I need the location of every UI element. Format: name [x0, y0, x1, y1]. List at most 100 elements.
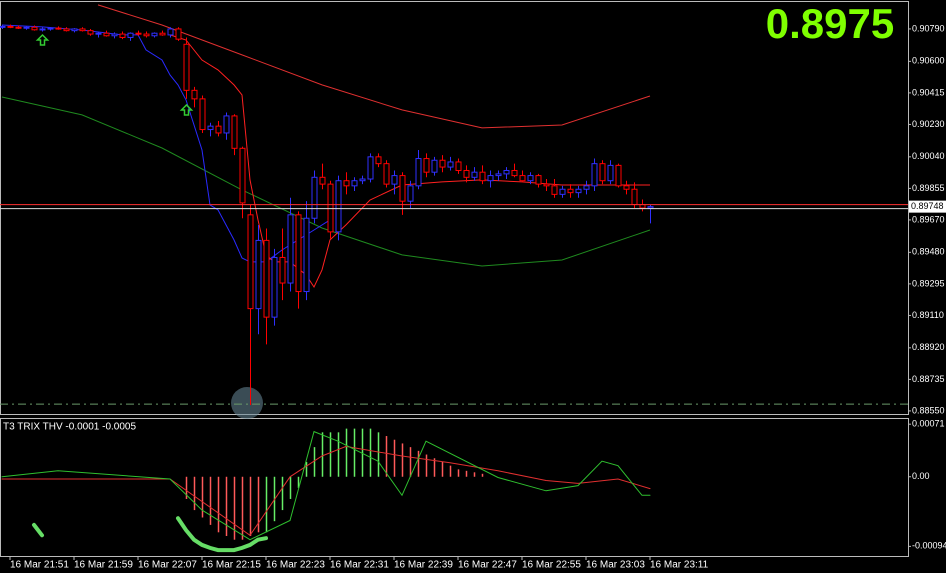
indicator-line: [1, 430, 651, 541]
candle-body: [263, 239, 270, 318]
x-tick-label: 16 Mar 22:23: [266, 560, 325, 571]
candle-body: [559, 188, 566, 195]
indicator-line: [1, 445, 651, 537]
last-price-label: 0.89748: [911, 201, 944, 211]
candle-body: [415, 158, 422, 187]
x-tick-label: 16 Mar 22:31: [330, 560, 389, 571]
candle-body: [55, 27, 62, 30]
candle-body: [279, 256, 286, 284]
candle-body: [23, 26, 30, 29]
candle-body: [471, 171, 478, 178]
candle-body: [287, 214, 294, 284]
candle-body: [0, 25, 6, 28]
candle-body: [511, 169, 518, 177]
y-tick-label: 0.89855: [912, 183, 945, 193]
candle-body: [175, 28, 182, 40]
indicator-line: [97, 4, 651, 129]
candle-body: [551, 185, 558, 195]
candle-body: [223, 115, 230, 134]
x-tick-label: 16 Mar 22:15: [202, 560, 261, 571]
x-tick-label: 16 Mar 23:03: [586, 560, 645, 571]
candle-body: [351, 180, 358, 187]
candle-body: [527, 175, 534, 182]
y-tick-label: 0.90415: [912, 87, 945, 97]
candle-body: [487, 175, 494, 182]
candle-body: [375, 156, 382, 165]
candle-body: [79, 28, 86, 32]
candle-body: [583, 185, 590, 190]
candle-body: [407, 185, 414, 202]
candle-body: [607, 164, 614, 182]
candle-body: [311, 176, 318, 219]
candle-body: [431, 159, 438, 173]
candle-body: [159, 32, 166, 36]
candle-body: [255, 239, 262, 310]
price-title: 0.8975: [766, 0, 894, 47]
candle-body: [191, 89, 198, 100]
candle-body: [103, 32, 110, 37]
candle-body: [567, 188, 574, 194]
candle-body: [543, 183, 550, 187]
candle-body: [535, 175, 542, 185]
candle-body: [295, 214, 302, 293]
candle-body: [71, 28, 78, 32]
indicator-line: [1, 24, 331, 263]
candle-body: [239, 147, 246, 204]
candle-body: [183, 43, 190, 91]
indicator-panel: [0, 418, 909, 557]
x-tick-label: 16 Mar 22:07: [138, 560, 197, 571]
x-tick-label: 16 Mar 22:55: [522, 560, 581, 571]
last-price-box: [909, 200, 946, 213]
y-tick-label: 0.90790: [912, 23, 945, 33]
x-tick-label: 16 Mar 22:39: [394, 560, 453, 571]
candle-body: [599, 163, 606, 182]
candle-body: [623, 185, 630, 190]
candle-body: [7, 25, 14, 28]
candle-body: [215, 125, 222, 134]
candle-body: [463, 169, 470, 178]
candle-body: [503, 169, 510, 175]
candle-body: [575, 188, 582, 194]
candle-body: [127, 32, 134, 38]
candle-body: [143, 33, 150, 37]
candle-body: [519, 175, 526, 182]
indicator-title: T3 TRIX THV -0.0001 -0.0005: [3, 422, 136, 433]
y-tick-label: 0.89480: [912, 247, 945, 257]
candle-body: [383, 163, 390, 185]
candle-body: [647, 206, 654, 209]
y-tick-label: 0.89295: [912, 278, 945, 288]
y-tick-label: 0.88920: [912, 342, 945, 352]
y-tick-label: 0.89670: [912, 214, 945, 224]
candle-body: [63, 28, 70, 32]
candle-body: [199, 98, 206, 131]
candle-body: [399, 175, 406, 202]
y-tick-label: -0.00094: [912, 541, 946, 551]
candle-body: [151, 32, 158, 37]
candle-body: [39, 28, 46, 31]
candle-body: [423, 158, 430, 173]
candle-body: [591, 163, 598, 187]
candle-body: [495, 173, 502, 177]
candle-body: [335, 180, 342, 233]
indicator-line: [32, 516, 268, 553]
candle-body: [391, 175, 398, 185]
y-tick-label: 0.88550: [912, 405, 945, 415]
candle-body: [135, 32, 142, 35]
x-tick-label: 16 Mar 22:47: [458, 560, 517, 571]
candle-body: [119, 33, 126, 38]
highlight: [231, 387, 263, 419]
candle-body: [47, 27, 54, 30]
y-tick-label: 0.90040: [912, 151, 945, 161]
signal-arrow: [35, 33, 50, 46]
candle-body: [343, 180, 350, 187]
candle-body: [271, 256, 278, 318]
candle-body: [439, 159, 446, 168]
x-tick-label: 16 Mar 23:11: [650, 560, 709, 571]
y-tick-label: 0.88735: [912, 374, 945, 384]
candle-body: [247, 214, 254, 310]
price-panel: [0, 1, 909, 415]
candle-body: [359, 178, 366, 182]
